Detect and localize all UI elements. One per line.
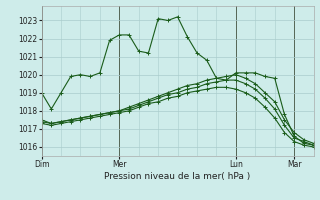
X-axis label: Pression niveau de la mer( hPa ): Pression niveau de la mer( hPa )	[104, 172, 251, 181]
